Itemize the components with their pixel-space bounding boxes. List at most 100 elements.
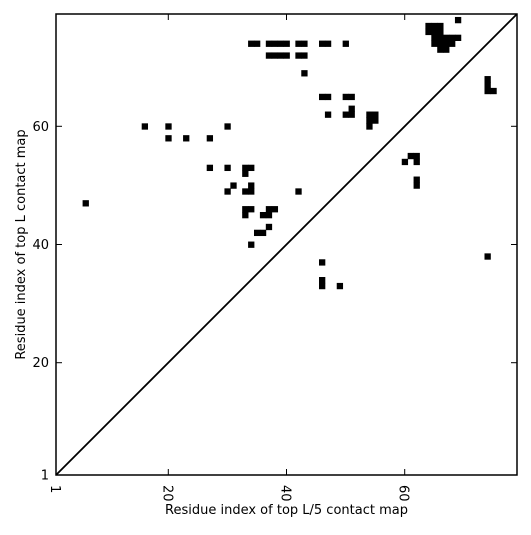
- contact-point: [224, 164, 231, 172]
- contact-point: [319, 93, 326, 101]
- contact-point: [277, 40, 284, 47]
- contact-point: [454, 34, 462, 41]
- contact-point: [283, 40, 290, 47]
- contact-point: [206, 164, 214, 172]
- contact-point: [413, 152, 420, 160]
- contact-point: [248, 40, 255, 47]
- contact-point: [271, 40, 279, 47]
- contact-point: [248, 164, 255, 172]
- x-tick-label: 60: [396, 485, 411, 502]
- contact-point: [141, 123, 149, 130]
- contact-point: [348, 111, 355, 118]
- y-tick-label: 60: [32, 120, 49, 135]
- contact-point: [449, 34, 456, 41]
- x-tick-label: 20: [159, 485, 174, 502]
- contact-point: [342, 111, 349, 118]
- contact-point: [253, 40, 261, 47]
- y-axis-label: Residue index of top L contact map: [14, 129, 29, 359]
- contact-point: [431, 22, 438, 30]
- contact-point: [206, 135, 214, 142]
- contact-point: [319, 277, 326, 284]
- contact-point: [443, 34, 450, 41]
- contact-point: [484, 253, 491, 260]
- contact-point: [425, 28, 432, 36]
- contact-point: [437, 22, 444, 30]
- contact-point: [319, 282, 326, 290]
- contact-point: [259, 211, 267, 219]
- contact-point: [253, 229, 261, 237]
- contact-point: [242, 164, 249, 172]
- contact-point: [283, 52, 290, 59]
- contact-point: [484, 76, 491, 83]
- contact-point: [242, 188, 249, 195]
- contact-point: [437, 34, 444, 41]
- contact-point: [413, 176, 420, 183]
- contact-point: [165, 135, 172, 142]
- x-axis-label: Residue index of top L/5 contact map: [165, 503, 408, 518]
- contact-point: [265, 52, 273, 59]
- contact-point: [431, 28, 438, 36]
- contact-point: [248, 188, 255, 195]
- contact-point: [248, 206, 255, 213]
- contact-point: [437, 28, 444, 36]
- contact-point: [372, 111, 379, 118]
- contact-point: [413, 158, 420, 166]
- contact-point: [425, 22, 432, 30]
- contact-point: [301, 70, 308, 77]
- y-tick-label: 40: [32, 238, 49, 253]
- y-tick-label: 1: [41, 469, 49, 484]
- contact-point: [165, 123, 172, 130]
- contact-point: [336, 282, 344, 290]
- contact-point: [348, 93, 355, 101]
- contact-point: [271, 52, 279, 59]
- contact-point: [413, 182, 420, 189]
- contact-point: [342, 40, 349, 47]
- contact-point: [242, 206, 249, 213]
- contact-point: [224, 123, 231, 130]
- contact-point: [277, 52, 284, 59]
- contact-point: [431, 34, 438, 41]
- axis-ticks: 1 20 40 60 1 20 40 60: [32, 14, 517, 502]
- contact-point: [301, 40, 308, 47]
- y-tick-label: 20: [32, 356, 49, 371]
- contact-point: [449, 40, 456, 47]
- contact-point: [324, 111, 332, 118]
- contact-point: [443, 46, 450, 53]
- contact-point: [265, 40, 273, 47]
- contact-point: [484, 87, 491, 95]
- contact-point: [82, 200, 89, 207]
- contact-point: [295, 188, 302, 195]
- contact-point: [348, 105, 355, 112]
- contact-point: [324, 40, 332, 47]
- contact-point: [454, 16, 462, 24]
- contact-point: [230, 182, 237, 189]
- contact-point: [265, 206, 273, 213]
- contact-point: [484, 81, 491, 89]
- contact-point: [437, 46, 444, 53]
- contact-point: [242, 170, 249, 177]
- contact-point: [183, 135, 190, 142]
- contact-point: [372, 117, 379, 124]
- contact-point: [319, 259, 326, 266]
- contact-point: [490, 87, 497, 95]
- contact-point: [295, 40, 302, 47]
- contact-point: [248, 241, 255, 248]
- contact-point: [324, 93, 332, 101]
- contact-point: [366, 123, 373, 130]
- contact-point: [265, 223, 273, 231]
- contact-point: [224, 188, 231, 195]
- contact-point: [295, 52, 302, 59]
- contact-point: [248, 182, 255, 189]
- contact-point: [431, 40, 438, 47]
- contact-point: [401, 158, 409, 166]
- diagonal-line: [55, 13, 518, 476]
- contact-point: [271, 206, 279, 213]
- contact-point: [366, 117, 373, 124]
- contact-point: [443, 40, 450, 47]
- contact-point: [366, 111, 373, 118]
- contact-point: [407, 152, 414, 160]
- contact-point: [319, 40, 326, 47]
- contact-point: [301, 52, 308, 59]
